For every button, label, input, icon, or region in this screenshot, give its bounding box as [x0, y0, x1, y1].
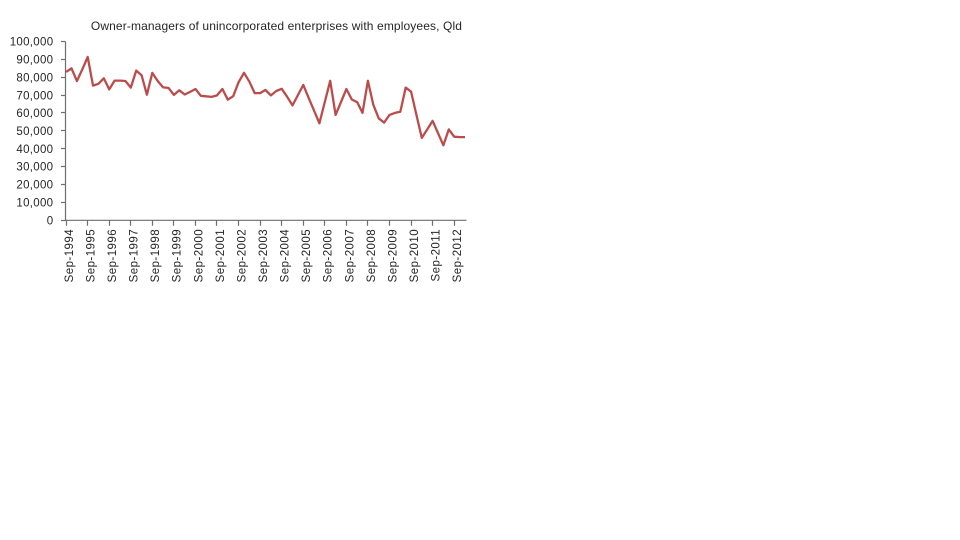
svg-text:Owner-managers of unincorporat: Owner-managers of unincorporated enterpr… — [91, 19, 462, 33]
svg-text:Sep-1998: Sep-1998 — [150, 229, 162, 282]
svg-text:Sep-2012: Sep-2012 — [452, 229, 464, 282]
svg-text:Sep-1994: Sep-1994 — [64, 229, 76, 283]
svg-text:Sep-2010: Sep-2010 — [409, 229, 421, 282]
svg-text:100,000: 100,000 — [10, 37, 54, 49]
svg-text:Sep-2003: Sep-2003 — [258, 229, 270, 282]
svg-text:80,000: 80,000 — [16, 72, 53, 84]
svg-text:70,000: 70,000 — [16, 90, 53, 102]
svg-text:Sep-2000: Sep-2000 — [193, 229, 205, 282]
svg-text:Sep-1995: Sep-1995 — [86, 229, 98, 282]
svg-text:Sep-2011: Sep-2011 — [431, 229, 443, 282]
svg-text:40,000: 40,000 — [16, 144, 53, 156]
svg-text:Sep-2008: Sep-2008 — [366, 229, 378, 282]
svg-text:10,000: 10,000 — [16, 197, 53, 209]
svg-text:90,000: 90,000 — [16, 55, 53, 67]
svg-text:Sep-2002: Sep-2002 — [236, 229, 248, 282]
svg-text:Sep-2006: Sep-2006 — [323, 229, 335, 282]
svg-text:20,000: 20,000 — [16, 180, 53, 192]
svg-text:Sep-2007: Sep-2007 — [344, 229, 356, 282]
svg-text:Sep-2009: Sep-2009 — [387, 229, 399, 282]
svg-text:Sep-1996: Sep-1996 — [107, 229, 119, 282]
svg-text:Sep-1997: Sep-1997 — [129, 229, 141, 282]
svg-text:Sep-2004: Sep-2004 — [280, 229, 292, 283]
svg-text:30,000: 30,000 — [16, 162, 53, 174]
svg-text:50,000: 50,000 — [16, 126, 53, 138]
svg-text:Sep-2005: Sep-2005 — [301, 229, 313, 282]
svg-text:Sep-1999: Sep-1999 — [172, 229, 184, 282]
svg-text:Sep-2001: Sep-2001 — [215, 229, 227, 282]
svg-text:60,000: 60,000 — [16, 108, 53, 120]
svg-text:0: 0 — [47, 215, 54, 227]
